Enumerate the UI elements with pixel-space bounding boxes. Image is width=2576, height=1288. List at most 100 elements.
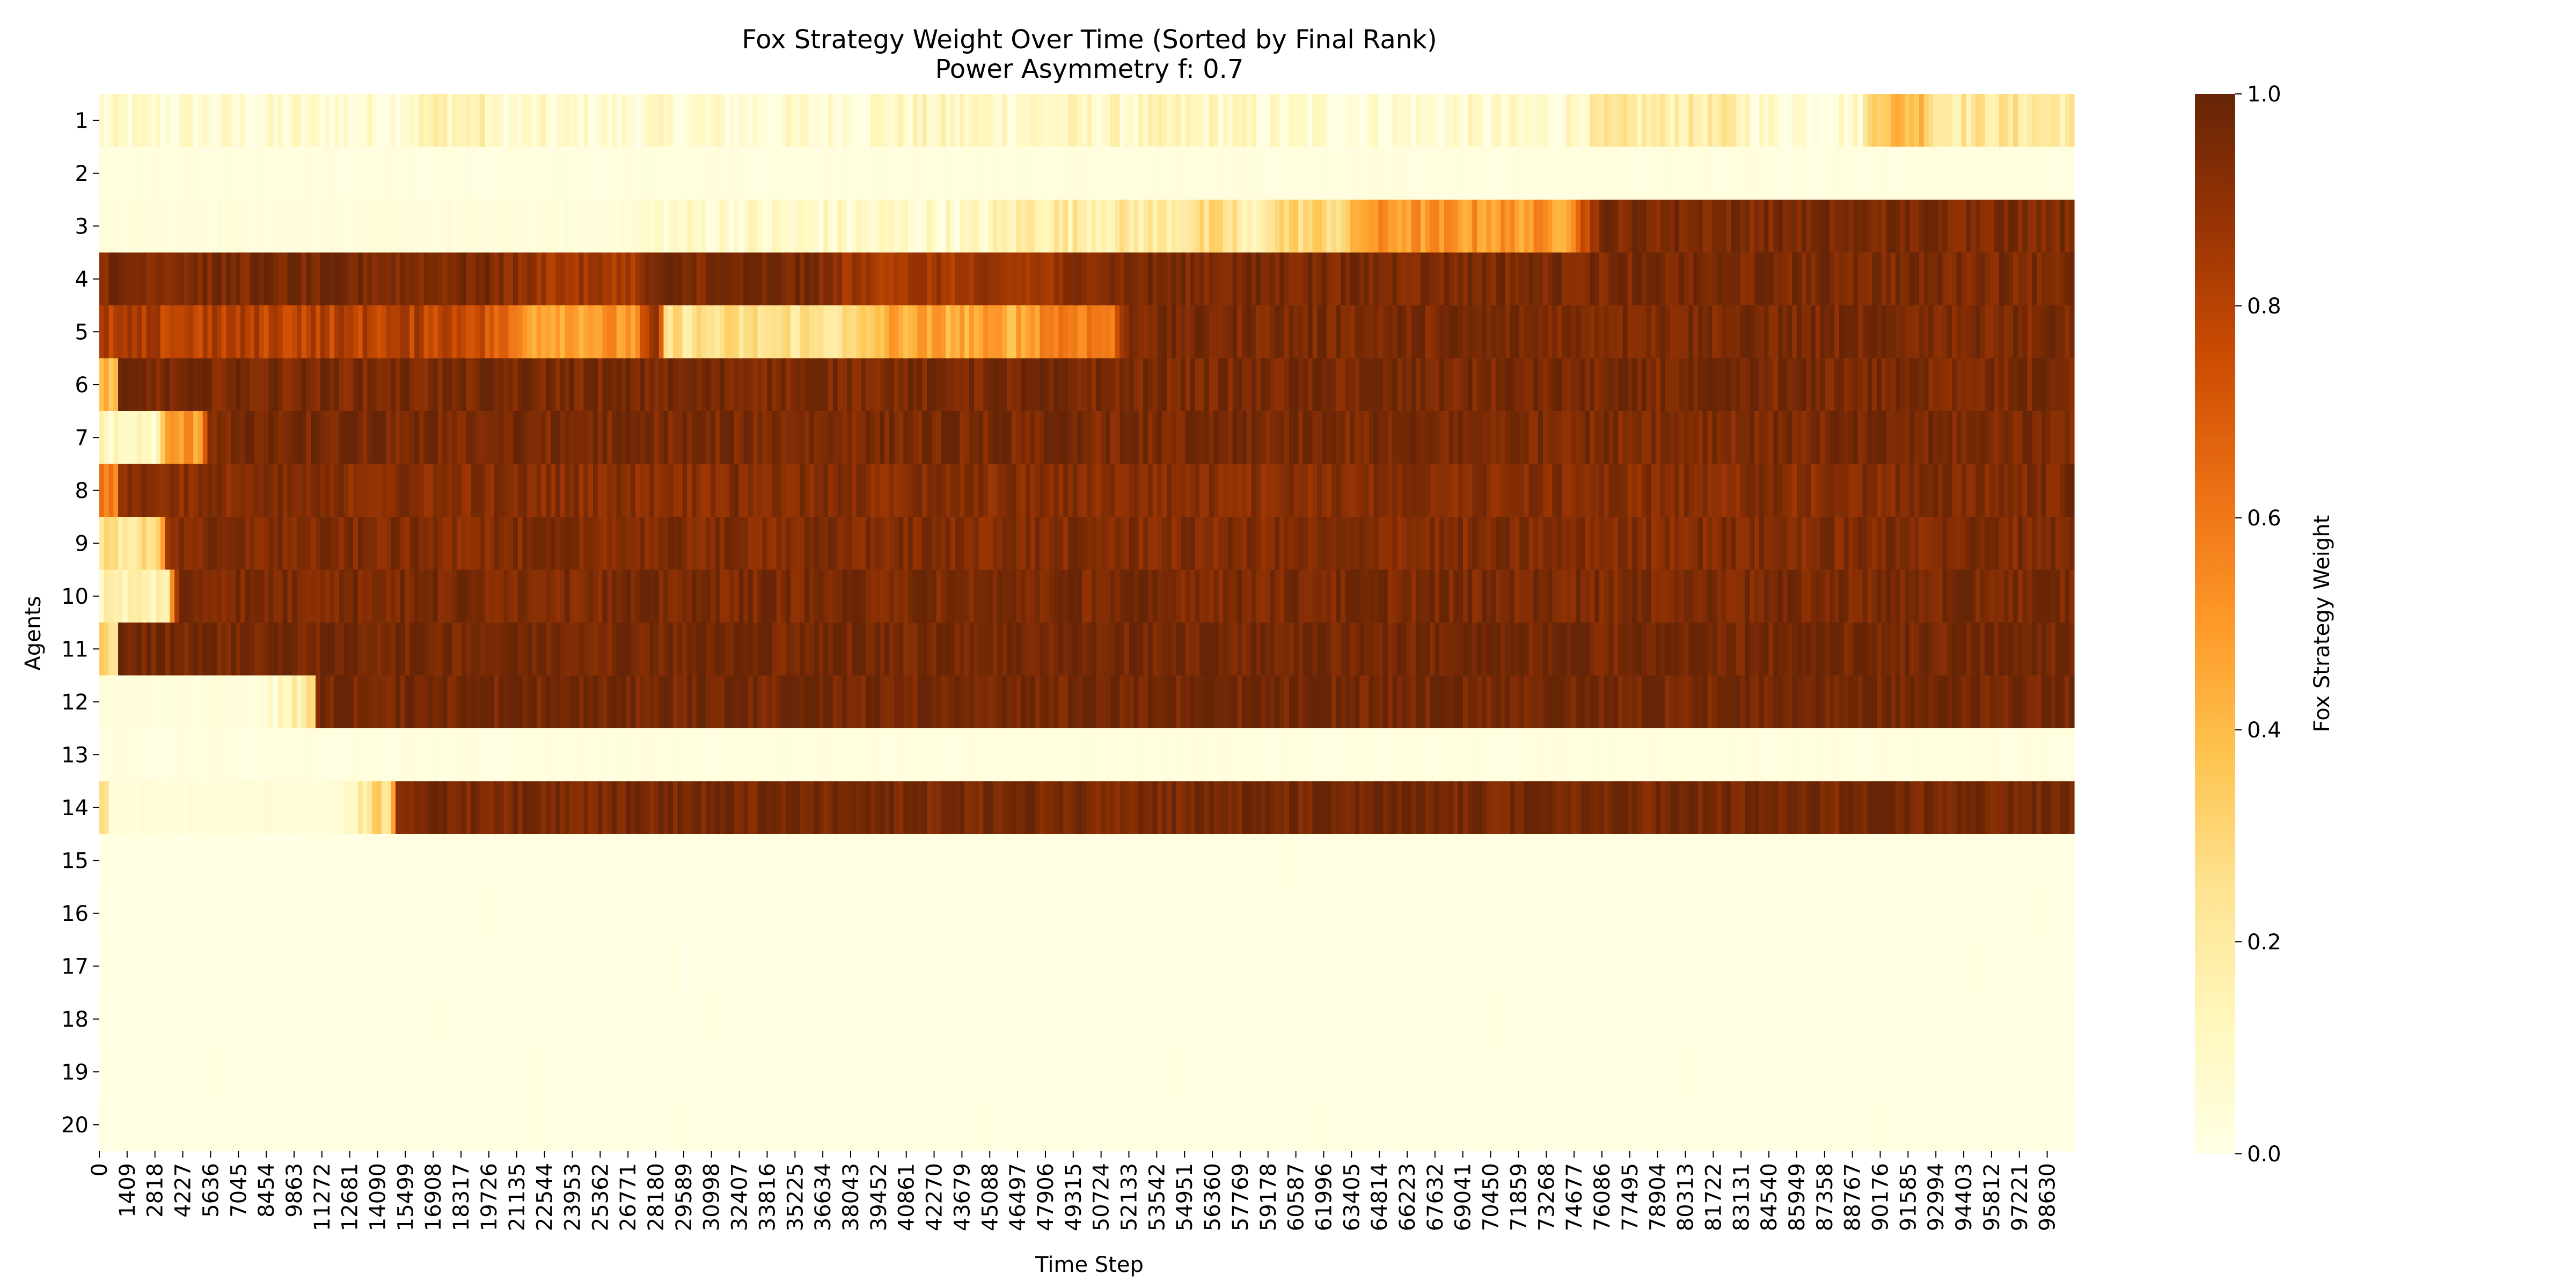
heatmap-cell (1721, 305, 1727, 358)
heatmap-cell (156, 200, 161, 253)
heatmap-cell (1448, 200, 1454, 253)
heatmap-cell (983, 252, 989, 306)
heatmap-cell (842, 464, 847, 517)
heatmap-cell (1961, 464, 1967, 517)
heatmap-cell (108, 94, 114, 147)
heatmap-cell (2060, 252, 2066, 306)
heatmap-cell (1402, 623, 1407, 676)
heatmap-cell (1745, 358, 1751, 412)
heatmap-cell (1373, 517, 1379, 570)
heatmap-cell (734, 411, 740, 464)
heatmap-cell (1726, 147, 1731, 200)
heatmap-cell (1971, 464, 1976, 517)
heatmap-cell (1524, 358, 1529, 412)
heatmap-cell (1087, 358, 1092, 412)
heatmap-cell (1627, 305, 1633, 358)
heatmap-cell (522, 569, 528, 623)
heatmap-cell (574, 464, 580, 517)
heatmap-cell (1322, 358, 1327, 412)
heatmap-cell (1721, 411, 1727, 464)
heatmap-cell (738, 147, 744, 200)
heatmap-cell (1133, 411, 1139, 464)
heatmap-cell (423, 517, 429, 570)
heatmap-cell (372, 411, 377, 464)
heatmap-cell (955, 411, 961, 464)
heatmap-cell (851, 623, 857, 676)
heatmap-cell (1448, 411, 1454, 464)
heatmap-cell (1430, 200, 1435, 253)
heatmap-cell (433, 411, 438, 464)
heatmap-cell (1679, 358, 1685, 412)
heatmap-cell (480, 623, 486, 676)
heatmap-cell (912, 200, 918, 253)
heatmap-cell (1106, 675, 1111, 729)
heatmap-cell (339, 147, 345, 200)
heatmap-cell (132, 411, 137, 464)
heatmap-cell (99, 200, 105, 253)
heatmap-cell (941, 411, 946, 464)
heatmap-cell (1501, 569, 1506, 623)
heatmap-cell (245, 200, 250, 253)
heatmap-cell (1942, 517, 1948, 570)
heatmap-cell (748, 464, 753, 517)
heatmap-cell (1905, 358, 1910, 412)
heatmap-cell (791, 94, 796, 147)
heatmap-cell (631, 623, 636, 676)
heatmap-cell (471, 411, 476, 464)
heatmap-cell (2027, 200, 2032, 253)
heatmap-cell (546, 569, 551, 623)
heatmap-cell (1674, 569, 1680, 623)
heatmap-cell (2017, 569, 2023, 623)
heatmap-cell (273, 569, 279, 623)
heatmap-cell (184, 94, 189, 147)
heatmap-cell (565, 464, 570, 517)
heatmap-cell (1326, 94, 1332, 147)
heatmap-cell (414, 305, 420, 358)
heatmap-cell (1816, 200, 1821, 253)
heatmap-cell (1223, 569, 1228, 623)
heatmap-cell (104, 358, 109, 412)
heatmap-cell (160, 252, 166, 306)
heatmap-cell (1684, 623, 1689, 676)
heatmap-cell (541, 200, 546, 253)
heatmap-cell (1439, 623, 1445, 676)
heatmap-cell (1961, 147, 1967, 200)
heatmap-cell (607, 623, 612, 676)
heatmap-cell (1486, 623, 1492, 676)
heatmap-cell (898, 569, 904, 623)
heatmap-cell (240, 569, 246, 623)
heatmap-cell (658, 623, 664, 676)
heatmap-cell (2069, 464, 2075, 517)
heatmap-cell (1345, 569, 1351, 623)
heatmap-cell (386, 517, 391, 570)
heatmap-cell (1608, 147, 1614, 200)
heatmap-cell (2041, 252, 2047, 306)
heatmap-cell (1731, 252, 1736, 306)
heatmap-cell (1402, 411, 1407, 464)
heatmap-cell (1307, 305, 1313, 358)
heatmap-cell (856, 675, 862, 729)
heatmap-cell (1712, 147, 1717, 200)
heatmap-cell (1289, 358, 1294, 412)
heatmap-cell (202, 252, 208, 306)
heatmap-cell (931, 305, 937, 358)
heatmap-cell (1820, 623, 1826, 676)
heatmap-cell (372, 252, 377, 306)
heatmap-cell (1547, 517, 1553, 570)
heatmap-cell (527, 675, 532, 729)
heatmap-cell (1773, 623, 1779, 676)
heatmap-cell (677, 675, 683, 729)
heatmap-cell (367, 94, 372, 147)
heatmap-cell (1857, 252, 1863, 306)
heatmap-cell (1547, 305, 1553, 358)
heatmap-cell (672, 517, 678, 570)
heatmap-cell (804, 464, 810, 517)
heatmap-cell (1975, 569, 1981, 623)
heatmap-cell (311, 464, 316, 517)
heatmap-cell (386, 675, 391, 729)
heatmap-cell (1721, 200, 1727, 253)
heatmap-cell (955, 464, 961, 517)
heatmap-cell (781, 147, 786, 200)
heatmap-cell (433, 517, 438, 570)
heatmap-cell (311, 147, 316, 200)
